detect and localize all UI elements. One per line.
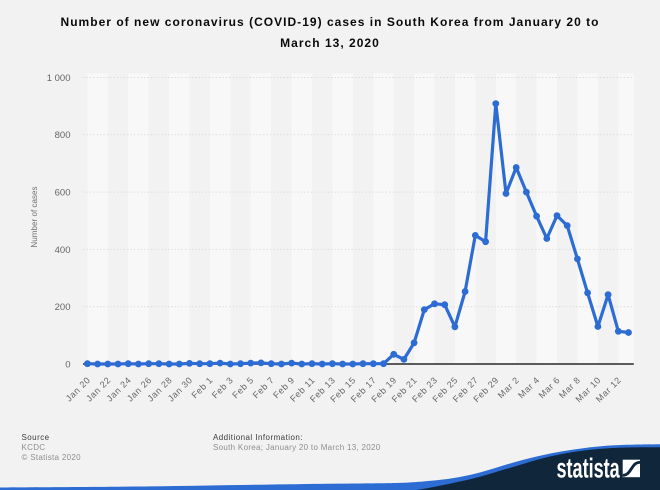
svg-text:800: 800 (55, 130, 71, 141)
svg-text:200: 200 (55, 302, 71, 313)
svg-text:Mar 4: Mar 4 (516, 375, 541, 400)
svg-text:Mar 2: Mar 2 (496, 375, 521, 400)
svg-text:Feb 7: Feb 7 (251, 375, 276, 400)
svg-text:Feb 3: Feb 3 (210, 375, 235, 400)
svg-text:Number of cases: Number of cases (30, 186, 39, 247)
svg-text:statista: statista (557, 452, 621, 483)
svg-text:400: 400 (55, 245, 71, 256)
svg-text:Feb 1: Feb 1 (189, 375, 214, 400)
svg-text:Mar 6: Mar 6 (537, 375, 562, 400)
svg-text:0: 0 (65, 359, 70, 370)
svg-text:600: 600 (55, 188, 71, 199)
svg-text:Feb 5: Feb 5 (230, 375, 255, 400)
svg-text:1 000: 1 000 (47, 73, 71, 84)
